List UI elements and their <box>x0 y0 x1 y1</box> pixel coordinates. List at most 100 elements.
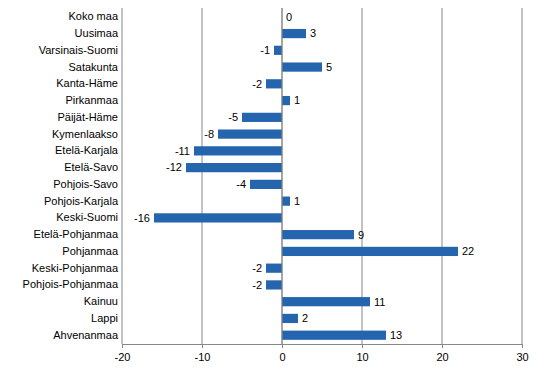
x-tick-label: -20 <box>115 351 131 363</box>
x-tick: -20 <box>115 344 131 363</box>
y-tick: Pohjois-Karjala <box>44 195 120 207</box>
x-axis: -20 -10 0 10 20 30 <box>115 344 529 363</box>
x-tick-mark <box>362 344 363 348</box>
bar <box>282 197 290 206</box>
chart: -20-100102030Koko maaUusimaaVarsinais-Su… <box>0 0 544 374</box>
x-tick: 10 <box>356 344 368 363</box>
y-tick-label: Kanta-Häme <box>56 77 118 89</box>
data-labels: 03-15-21-5-8-11-12-41-16922-2-211213 <box>134 11 474 341</box>
data-label: 2 <box>302 312 308 324</box>
x-tick-mark <box>122 344 123 348</box>
bar <box>266 280 282 289</box>
y-tick-label: Etelä-Savo <box>64 161 118 173</box>
y-tick-label: Kymenlaakso <box>52 128 118 140</box>
grid-line <box>362 8 363 344</box>
y-tick-label: Keski-Suomi <box>56 211 118 223</box>
y-tick: Uusimaa <box>75 27 120 39</box>
y-tick-label: Satakunta <box>68 61 118 73</box>
x-tick-label: 0 <box>279 351 285 363</box>
y-tick: Keski-Pohjanmaa <box>32 262 120 274</box>
y-tick-label: Pohjois-Karjala <box>44 195 119 207</box>
x-axis-line <box>123 345 523 349</box>
data-label: 9 <box>358 229 364 241</box>
data-label: -8 <box>204 128 214 140</box>
data-label: -12 <box>166 161 182 173</box>
x-tick-label: -10 <box>195 351 211 363</box>
y-tick-label: Pohjois-Pohjanmaa <box>23 278 119 290</box>
y-tick: Pohjois-Pohjanmaa <box>23 278 120 290</box>
y-tick: Kymenlaakso <box>52 128 120 140</box>
bar <box>194 146 282 155</box>
grid-line <box>522 8 523 344</box>
data-label: 22 <box>462 245 474 257</box>
data-label: 0 <box>286 11 292 23</box>
y-tick: Etelä-Karjala <box>55 144 120 156</box>
bar <box>266 79 282 88</box>
y-tick: Varsinais-Suomi <box>39 44 120 56</box>
x-tick-mark <box>282 344 283 348</box>
bar <box>282 247 458 256</box>
data-label: 1 <box>294 195 300 207</box>
data-label: 5 <box>326 61 332 73</box>
y-tick: Etelä-Pohjanmaa <box>34 228 120 240</box>
data-label: -2 <box>252 78 262 90</box>
x-tick: 20 <box>436 344 448 363</box>
y-tick: Kanta-Häme <box>56 77 120 89</box>
data-label: -2 <box>252 279 262 291</box>
data-label: -2 <box>252 262 262 274</box>
bar <box>282 297 370 306</box>
x-tick-mark <box>202 344 203 348</box>
grid-line <box>282 8 283 344</box>
x-tick: -10 <box>195 344 211 363</box>
data-label: -11 <box>175 145 190 157</box>
data-label: 13 <box>390 329 402 341</box>
bar <box>282 29 306 38</box>
grid <box>122 8 522 344</box>
bar <box>242 113 282 122</box>
bar <box>274 46 282 55</box>
y-tick: Keski-Suomi <box>56 211 120 223</box>
bar <box>282 331 386 340</box>
bar <box>282 96 290 105</box>
data-label: -4 <box>236 178 246 190</box>
x-tick-label: 30 <box>516 351 528 363</box>
data-label: 1 <box>294 94 300 106</box>
y-tick-label: Kainuu <box>84 295 118 307</box>
grid-line <box>202 8 203 344</box>
data-label: -5 <box>228 111 238 123</box>
data-label: 3 <box>310 27 316 39</box>
y-tick-label: Etelä-Karjala <box>55 144 119 156</box>
x-tick-label: 10 <box>356 351 368 363</box>
bar <box>250 180 282 189</box>
y-tick-label: Lappi <box>91 312 118 324</box>
y-tick-label: Varsinais-Suomi <box>39 44 118 56</box>
y-tick: Koko maa <box>68 10 120 22</box>
y-tick-label: Uusimaa <box>75 27 119 39</box>
x-tick-mark <box>522 344 523 348</box>
data-label: -1 <box>260 44 270 56</box>
y-tick: Satakunta <box>68 61 120 73</box>
y-tick: Kainuu <box>84 295 120 307</box>
bar <box>186 163 282 172</box>
y-tick-label: Keski-Pohjanmaa <box>32 262 119 274</box>
y-tick-label: Pohjois-Savo <box>53 178 118 190</box>
y-tick-label: Koko maa <box>68 10 118 22</box>
y-tick: Ahvenanmaa <box>53 329 120 341</box>
y-tick: Pirkanmaa <box>65 94 120 106</box>
y-tick-label: Etelä-Pohjanmaa <box>34 228 119 240</box>
x-tick-mark <box>442 344 443 348</box>
x-tick: 30 <box>516 344 528 363</box>
bars <box>154 29 458 340</box>
bar <box>154 213 282 222</box>
y-tick-label: Pirkanmaa <box>65 94 118 106</box>
grid-line <box>122 8 123 344</box>
bar <box>282 230 354 239</box>
y-tick: Päijät-Häme <box>57 111 120 123</box>
grid-line <box>442 8 443 344</box>
y-tick: Etelä-Savo <box>64 161 120 173</box>
zero-line <box>282 8 283 344</box>
y-tick-label: Pohjanmaa <box>62 245 119 257</box>
bar <box>266 264 282 273</box>
y-tick-label: Ahvenanmaa <box>53 329 119 341</box>
y-tick-label: Päijät-Häme <box>57 111 118 123</box>
